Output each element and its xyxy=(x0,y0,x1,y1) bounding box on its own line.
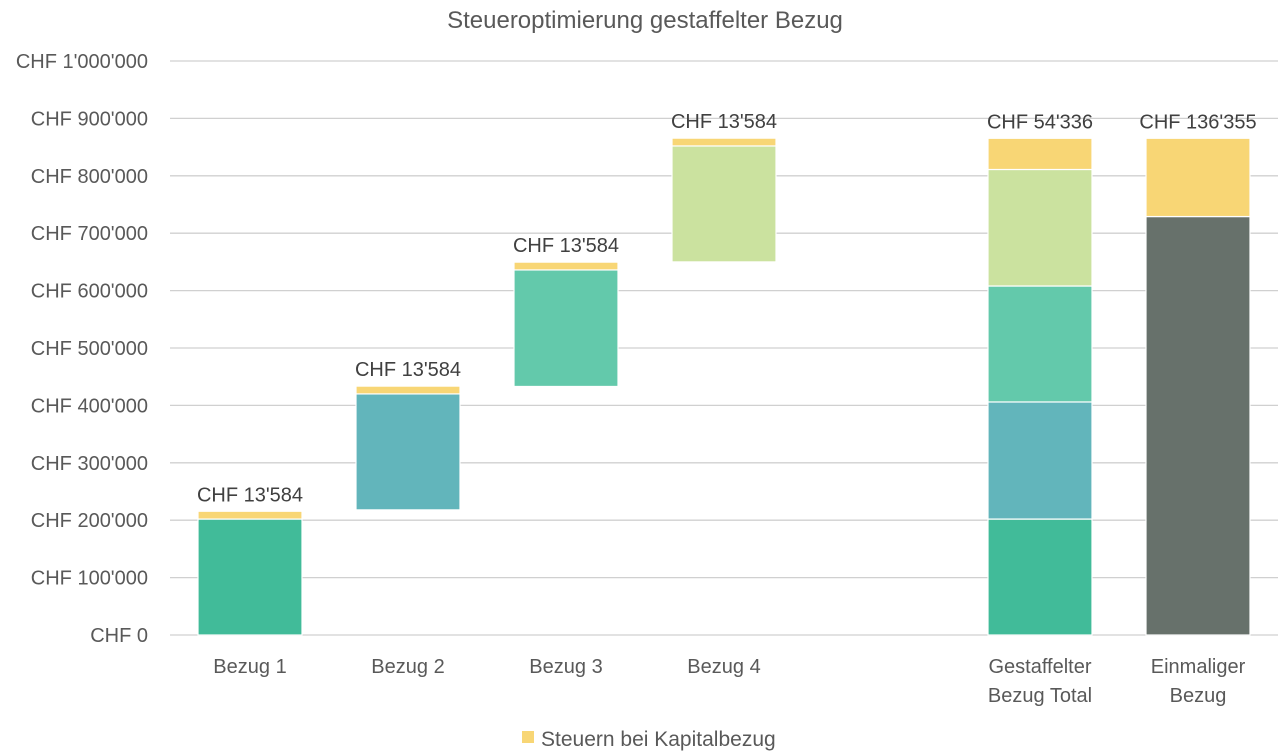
net-segment xyxy=(1145,215,1251,636)
x-tick-label: Bezug 1 xyxy=(213,656,286,678)
y-tick-label: CHF 100'000 xyxy=(31,568,148,590)
net-segment xyxy=(987,168,1093,287)
data-label: CHF 13'584 xyxy=(197,484,303,506)
x-axis-ticks: Bezug 1 Bezug 2 Bezug 3 Bezug 4 Gestaffelter… xyxy=(213,656,1245,707)
x-tick-label: Bezug 2 xyxy=(371,656,444,678)
tax-segment xyxy=(987,137,1093,171)
net-segment xyxy=(671,145,777,263)
bar-4 xyxy=(671,137,777,263)
bar-2 xyxy=(355,385,461,511)
y-tick-label: CHF 800'000 xyxy=(31,166,148,188)
data-label: CHF 13'584 xyxy=(355,359,461,381)
net-segment xyxy=(987,285,1093,403)
x-tick-label: Gestaffelter xyxy=(988,656,1091,678)
net-segment xyxy=(197,518,303,636)
bar-3 xyxy=(513,261,619,388)
net-segment xyxy=(355,393,461,511)
y-tick-label: CHF 900'000 xyxy=(31,108,148,130)
legend: Steuern bei Kapitalbezug xyxy=(522,728,776,751)
y-tick-label: CHF 1'000'000 xyxy=(16,51,148,73)
tax-segment xyxy=(355,385,461,395)
x-tick-label: Bezug Total xyxy=(988,685,1092,707)
bars xyxy=(197,137,1251,636)
data-label: CHF 13'584 xyxy=(513,235,619,257)
x-tick-label: Bezug 4 xyxy=(687,656,760,678)
y-tick-label: CHF 700'000 xyxy=(31,223,148,245)
bar-1 xyxy=(197,510,303,636)
data-label: CHF 54'336 xyxy=(987,111,1093,133)
x-tick-label: Bezug 3 xyxy=(529,656,602,678)
y-tick-label: CHF 300'000 xyxy=(31,453,148,475)
y-tick-label: CHF 500'000 xyxy=(31,338,148,360)
tax-segment xyxy=(1145,137,1251,218)
data-label: CHF 13'584 xyxy=(671,111,777,133)
legend-label-tax: Steuern bei Kapitalbezug xyxy=(541,728,776,751)
tax-segment xyxy=(513,261,619,271)
y-tick-label: CHF 600'000 xyxy=(31,281,148,303)
x-tick-label: Bezug xyxy=(1170,685,1227,707)
net-segment xyxy=(987,401,1093,520)
tax-segment xyxy=(197,510,303,520)
y-tick-label: CHF 200'000 xyxy=(31,510,148,532)
y-axis-ticks: CHF 0 CHF 100'000 CHF 200'000 CHF 300'000 CH… xyxy=(16,51,148,647)
data-labels: CHF 13'584 CHF 13'584 CHF 13'584 CHF 13'584… xyxy=(197,111,1257,506)
y-tick-label: CHF 0 xyxy=(90,625,148,647)
x-tick-label: Einmaliger xyxy=(1151,656,1246,678)
tax-segment xyxy=(671,137,777,147)
bar-5 xyxy=(987,137,1093,636)
chart-title: Steueroptimierung gestaffelter Bezug xyxy=(447,7,843,34)
net-segment xyxy=(987,518,1093,636)
net-segment xyxy=(513,269,619,388)
y-tick-label: CHF 400'000 xyxy=(31,395,148,417)
legend-swatch-tax xyxy=(522,731,534,743)
data-label: CHF 136'355 xyxy=(1139,111,1256,133)
bar-6 xyxy=(1145,137,1251,636)
